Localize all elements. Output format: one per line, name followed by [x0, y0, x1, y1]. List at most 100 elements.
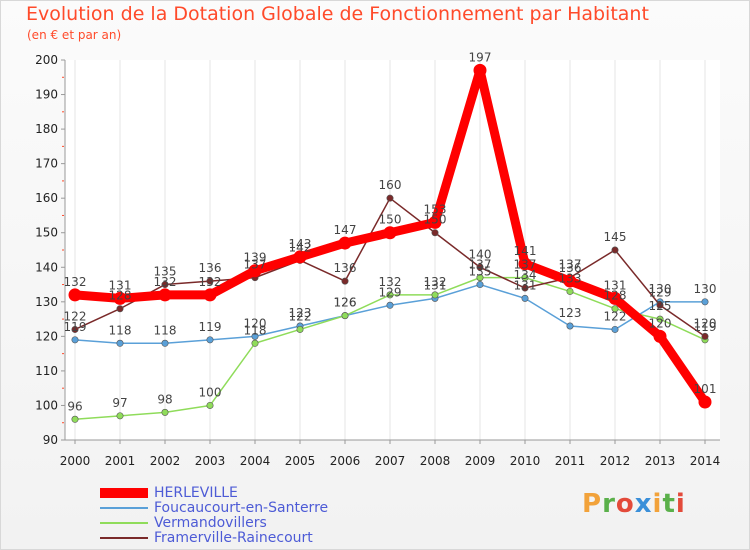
plot-area — [65, 60, 720, 440]
data-label: 120 — [244, 316, 267, 330]
x-tick-label: 2003 — [195, 454, 226, 468]
data-point — [206, 277, 214, 285]
data-label: 120 — [694, 316, 717, 330]
data-label: 134 — [514, 268, 537, 282]
data-point — [521, 284, 529, 292]
data-point — [476, 281, 484, 289]
y-tick-label: 150 — [35, 226, 58, 240]
data-label: 100 — [199, 385, 222, 399]
data-label: 136 — [559, 261, 582, 275]
y-tick-label: 160 — [35, 191, 58, 205]
data-label: 119 — [64, 320, 87, 334]
data-label: 130 — [649, 282, 672, 296]
data-point — [116, 339, 124, 347]
legend-swatch — [100, 522, 148, 524]
legend-swatch — [100, 507, 148, 509]
data-point — [608, 291, 622, 305]
legend-item: HERLEVILLE — [100, 485, 238, 501]
data-point — [428, 215, 442, 229]
data-label: 143 — [289, 237, 312, 251]
data-point — [158, 288, 172, 302]
data-label: 137 — [244, 258, 267, 272]
data-label: 131 — [514, 278, 537, 292]
data-point — [386, 291, 394, 299]
data-label: 145 — [604, 230, 627, 244]
data-label: 197 — [469, 50, 492, 64]
legend-label: HERLEVILLE — [154, 485, 238, 501]
x-tick-label: 2012 — [600, 454, 631, 468]
legend-item: Framerville-Rainecourt — [100, 530, 313, 546]
data-point — [521, 294, 529, 302]
data-point — [386, 301, 394, 309]
data-point — [386, 194, 394, 202]
data-label: 119 — [694, 320, 717, 334]
data-label: 132 — [379, 275, 402, 289]
data-label: 141 — [514, 244, 537, 258]
data-label: 123 — [289, 306, 312, 320]
chart-subtitle: (en € et par an) — [27, 28, 122, 42]
data-label: 131 — [424, 278, 447, 292]
data-point — [473, 63, 487, 77]
data-point — [656, 301, 664, 309]
legend-swatch — [100, 488, 148, 498]
data-point — [566, 322, 574, 330]
legend-item: Foucaucourt-en-Santerre — [100, 500, 328, 516]
y-tick-label: 180 — [35, 122, 58, 136]
data-point — [113, 291, 127, 305]
data-point — [701, 332, 709, 340]
data-point — [161, 408, 169, 416]
data-point — [338, 236, 352, 250]
data-point — [341, 277, 349, 285]
data-label: 128 — [604, 289, 627, 303]
data-point — [341, 312, 349, 320]
data-label: 122 — [604, 309, 627, 323]
data-label: 122 — [289, 309, 312, 323]
data-label: 129 — [649, 285, 672, 299]
data-label: 126 — [334, 296, 357, 310]
data-label: 140 — [469, 247, 492, 261]
x-tick-label: 2005 — [285, 454, 316, 468]
data-point — [476, 263, 484, 271]
data-label: 126 — [334, 296, 357, 310]
x-tick-label: 2009 — [465, 454, 496, 468]
x-tick-label: 2000 — [60, 454, 91, 468]
data-point — [206, 336, 214, 344]
legend-label: Vermandovillers — [154, 515, 267, 531]
data-point — [161, 339, 169, 347]
data-point — [206, 401, 214, 409]
y-tick-label: 90 — [43, 433, 58, 447]
data-point — [701, 298, 709, 306]
data-point — [116, 412, 124, 420]
data-label: 150 — [379, 213, 402, 227]
data-label: 119 — [199, 320, 222, 334]
data-label: 132 — [154, 275, 177, 289]
data-point — [611, 325, 619, 333]
data-point — [71, 325, 79, 333]
data-label: 153 — [424, 202, 447, 216]
data-label: 130 — [694, 282, 717, 296]
data-point — [431, 229, 439, 237]
data-point — [161, 281, 169, 289]
data-point — [293, 250, 307, 264]
data-point — [518, 257, 532, 271]
x-tick-label: 2014 — [690, 454, 721, 468]
data-point — [251, 339, 259, 347]
data-label: 136 — [334, 261, 357, 275]
data-label: 118 — [109, 323, 132, 337]
data-label: 128 — [109, 289, 132, 303]
data-label: 150 — [424, 213, 447, 227]
chart-title: Evolution de la Dotation Globale de Fonc… — [26, 3, 649, 25]
data-label: 123 — [559, 306, 582, 320]
data-label: 125 — [649, 299, 672, 313]
y-tick-label: 140 — [35, 260, 58, 274]
y-tick-label: 100 — [35, 398, 58, 412]
data-point — [698, 395, 712, 409]
data-point — [203, 288, 217, 302]
data-label: 132 — [64, 275, 87, 289]
data-point — [296, 325, 304, 333]
data-point — [71, 415, 79, 423]
x-tick-label: 2011 — [555, 454, 586, 468]
x-tick-label: 2004 — [240, 454, 271, 468]
data-point — [71, 336, 79, 344]
